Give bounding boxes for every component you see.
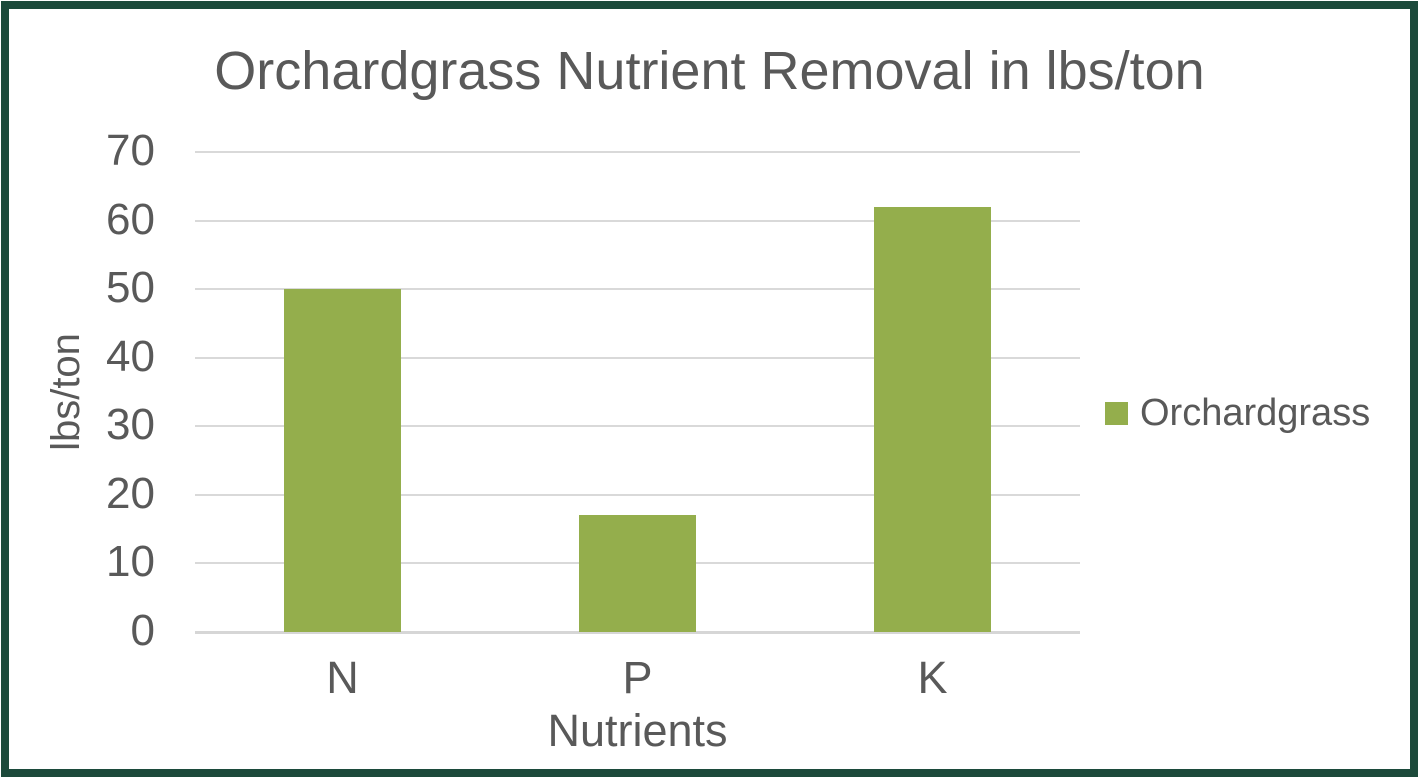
gridline xyxy=(195,219,1080,222)
gridline xyxy=(195,425,1080,428)
y-axis-title: lbs/ton xyxy=(44,333,88,451)
bar-K xyxy=(874,206,991,632)
y-tick-label: 10 xyxy=(106,537,155,587)
x-axis-title: Nutrients xyxy=(547,705,728,756)
y-tick-label: 70 xyxy=(106,126,155,176)
gridline xyxy=(195,151,1080,153)
x-tick-label-N: N xyxy=(326,652,359,703)
y-tick-label: 30 xyxy=(106,400,155,450)
x-tick-label-P: P xyxy=(622,652,653,703)
gridline xyxy=(195,493,1080,496)
x-axis-line xyxy=(195,631,1080,634)
y-tick-label: 20 xyxy=(106,468,155,518)
y-tick-label: 50 xyxy=(106,263,155,313)
gridline xyxy=(195,356,1080,359)
chart-title: Orchardgrass Nutrient Removal in lbs/ton xyxy=(214,41,1205,101)
y-tick-label: 60 xyxy=(106,194,155,244)
y-tick-label: 0 xyxy=(130,606,155,656)
x-tick-label-K: K xyxy=(917,652,948,703)
bar-N xyxy=(284,289,401,632)
legend-swatch-icon xyxy=(1105,401,1128,425)
bar-P xyxy=(579,515,696,632)
plot-area xyxy=(195,151,1080,634)
legend-label: Orchardgrass xyxy=(1140,392,1371,434)
legend: Orchardgrass xyxy=(1105,394,1370,432)
y-tick-label: 40 xyxy=(106,331,155,381)
gridline xyxy=(195,288,1080,291)
